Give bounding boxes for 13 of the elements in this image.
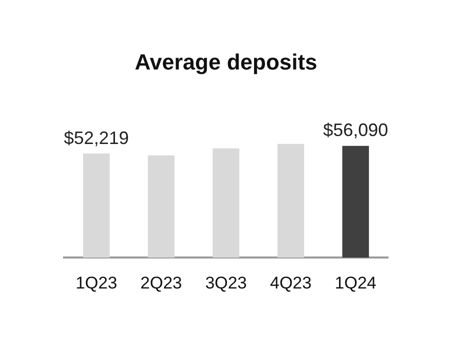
- data-label: $52,219: [64, 128, 129, 148]
- chart-title: Average deposits: [134, 49, 318, 74]
- x-tick-label: 2Q23: [140, 273, 182, 292]
- bar: [83, 154, 110, 258]
- bar: [212, 148, 240, 258]
- bar: [148, 155, 175, 258]
- x-tick-label: 1Q24: [334, 273, 376, 292]
- x-tick-label: 1Q23: [76, 273, 118, 292]
- bar: [277, 144, 304, 258]
- x-tick-label: 3Q23: [205, 273, 247, 292]
- data-label: $56,090: [323, 120, 388, 140]
- bar: [342, 146, 369, 258]
- x-tick-label: 4Q23: [270, 273, 312, 292]
